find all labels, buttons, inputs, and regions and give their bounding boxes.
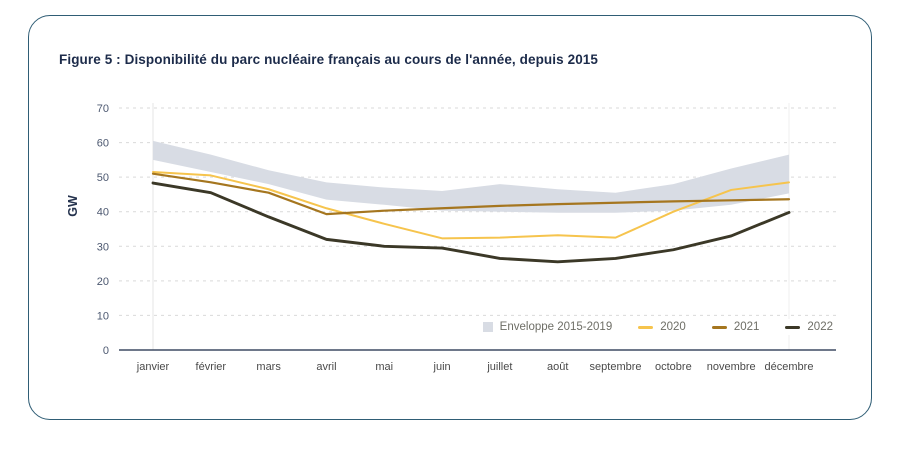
month-label-avril: avril	[316, 361, 336, 373]
month-label-juillet: juillet	[486, 361, 512, 373]
legend-item-2020-label: 2020	[660, 321, 686, 333]
y-tick-label-40: 40	[97, 207, 109, 219]
month-label-mai: mai	[375, 361, 393, 373]
month-label-juin: juin	[433, 361, 451, 373]
availability-line-chart: 0 10 20 30 40 50 60 70 janvier février mars avril ma…	[97, 103, 836, 373]
legend-item-envelope-swatch	[482, 322, 493, 332]
month-label-février: février	[196, 361, 227, 373]
y-tick-label-70: 70	[97, 103, 109, 115]
month-label-mars: mars	[256, 361, 281, 373]
legend-item-2021-label: 2021	[733, 321, 760, 333]
figure-card: Figure 5 : Disponibilité du parc nucléai…	[28, 15, 872, 420]
month-label-janvier: janvier	[136, 361, 170, 373]
series-line-2020	[152, 170, 790, 240]
legend-item-2021-swatch	[711, 325, 727, 329]
legend-item-envelope: Enveloppe 2015-2019	[482, 321, 613, 333]
month-label-septembre: septembre	[590, 361, 642, 373]
series-line-2021	[151, 172, 791, 216]
y-axis-label: GW	[66, 195, 80, 217]
legend-item-2022-label: 2022	[807, 321, 833, 333]
y-tick-label-50: 50	[97, 172, 109, 184]
y-tick-label-0: 0	[103, 345, 109, 357]
month-label-août: août	[547, 361, 568, 373]
chart-legend: Enveloppe 2015-2019 2020 2021 2022	[478, 319, 837, 335]
envelope-area	[153, 140, 789, 213]
series-line-2022	[151, 181, 791, 264]
y-tick-label-60: 60	[97, 138, 109, 150]
month-label-novembre: novembre	[707, 361, 756, 373]
month-label-octobre: octobre	[655, 361, 692, 373]
month-label-décembre: décembre	[765, 361, 814, 373]
legend-item-envelope-label: Enveloppe 2015-2019	[499, 321, 613, 333]
legend-item-2020-swatch	[638, 325, 654, 329]
legend-item-2022-swatch	[785, 325, 801, 329]
figure-title: Figure 5 : Disponibilité du parc nucléai…	[59, 52, 599, 67]
y-tick-label-30: 30	[97, 241, 109, 253]
legend-item-2020: 2020	[638, 321, 686, 333]
y-tick-label-10: 10	[97, 310, 109, 322]
y-tick-label-20: 20	[97, 276, 109, 288]
legend-item-2022: 2022	[785, 321, 833, 333]
legend-item-2021: 2021	[711, 321, 760, 333]
